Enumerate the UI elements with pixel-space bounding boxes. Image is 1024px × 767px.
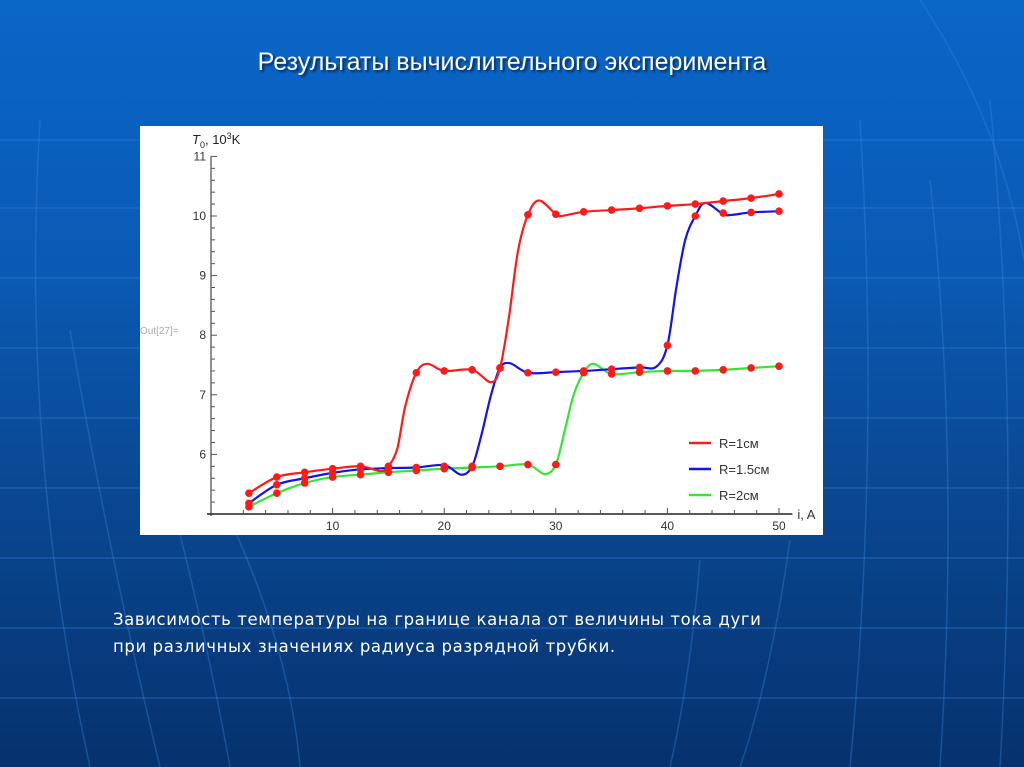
legend-label: R=1см <box>719 436 759 451</box>
x-tick-label: 40 <box>661 519 675 533</box>
data-point-marker <box>356 470 365 479</box>
data-point-marker <box>663 341 672 350</box>
data-point-marker <box>775 207 783 216</box>
slide-title: Результаты вычислительного эксперимента <box>257 48 767 76</box>
data-point-marker <box>300 479 309 487</box>
x-tick-label: 10 <box>326 519 340 533</box>
data-point-marker <box>496 364 504 372</box>
data-point-marker <box>552 460 560 469</box>
data-point-marker <box>496 462 504 471</box>
chart-curves <box>248 192 780 508</box>
data-point-marker <box>607 206 616 214</box>
data-point-marker <box>412 368 421 377</box>
data-point-marker <box>524 211 532 219</box>
data-point-marker <box>775 362 783 370</box>
chart-panel: 6 7 8 9 10 11 10 20 30 40 50 i, A T0, 103K Out[27]= R… <box>140 126 823 535</box>
data-point-marker <box>579 208 588 216</box>
data-point-marker <box>273 489 281 497</box>
data-point-marker <box>607 370 616 378</box>
data-point-marker <box>579 368 588 377</box>
data-point-marker <box>719 365 727 374</box>
series-line-1 <box>248 201 780 505</box>
data-point-marker <box>524 460 532 469</box>
y-tick-label: 6 <box>199 447 206 461</box>
data-point-marker <box>635 204 644 213</box>
output-cell-label: Out[27]= <box>140 326 179 337</box>
caption-line-2: при различных значениях радиуса разрядно… <box>113 637 616 656</box>
y-tick-label: 7 <box>199 388 206 402</box>
y-axis-label: T0, 103K <box>192 131 241 150</box>
data-point-marker <box>300 468 309 477</box>
data-point-marker <box>719 209 727 217</box>
data-point-marker <box>440 464 449 473</box>
data-point-marker <box>468 365 476 374</box>
chart-markers <box>245 190 783 511</box>
data-point-marker <box>273 480 281 489</box>
data-point-marker <box>663 367 672 375</box>
data-point-marker <box>635 368 644 376</box>
chart-axes: 6 7 8 9 10 11 10 20 30 40 50 i, A T0, 103K Out[27]= <box>140 131 816 533</box>
data-point-marker <box>663 202 672 210</box>
legend-label: R=1.5см <box>719 462 770 477</box>
data-point-marker <box>384 468 393 477</box>
y-tick-label: 11 <box>194 149 207 163</box>
chart-legend: R=1см R=1.5см R=2см <box>689 436 770 503</box>
data-point-marker <box>524 368 532 377</box>
y-tick-label: 8 <box>199 328 206 342</box>
series-line-2 <box>248 362 780 508</box>
y-tick-label: 10 <box>193 209 207 223</box>
caption-line-1: Зависимость температуры на границе канал… <box>113 610 762 629</box>
data-point-marker <box>273 473 281 481</box>
line-chart: 6 7 8 9 10 11 10 20 30 40 50 i, A T0, 103K Out[27]= R… <box>140 131 816 533</box>
data-point-marker <box>245 503 253 511</box>
data-point-marker <box>552 210 560 219</box>
data-point-marker <box>747 194 755 202</box>
data-point-marker <box>356 465 365 474</box>
data-point-marker <box>691 200 700 208</box>
x-tick-label: 20 <box>438 519 452 533</box>
data-point-marker <box>747 364 755 372</box>
data-point-marker <box>747 208 755 217</box>
data-point-marker <box>691 367 700 375</box>
x-tick-label: 50 <box>772 519 786 533</box>
data-point-marker <box>440 367 449 375</box>
data-point-marker <box>691 212 700 220</box>
series-line-0 <box>248 192 780 495</box>
x-tick-label: 30 <box>549 519 563 533</box>
data-point-marker <box>245 489 253 497</box>
x-axis-label: i, A <box>797 507 815 522</box>
figure-caption: Зависимость температуры на границе канал… <box>113 606 873 660</box>
data-point-marker <box>328 473 337 481</box>
y-tick-label: 9 <box>199 269 206 283</box>
data-point-marker <box>775 190 783 198</box>
data-point-marker <box>552 368 560 376</box>
legend-label: R=2см <box>719 488 759 503</box>
data-point-marker <box>412 466 421 475</box>
data-point-marker <box>719 197 727 205</box>
data-point-marker <box>468 463 476 472</box>
